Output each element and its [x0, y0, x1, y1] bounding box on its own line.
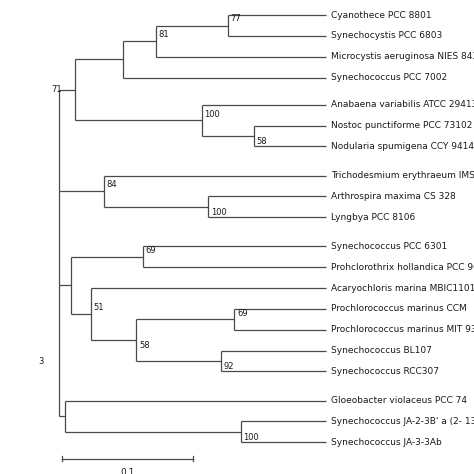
Text: 100: 100: [211, 208, 227, 217]
Text: 3: 3: [38, 357, 44, 366]
Text: 100: 100: [244, 433, 259, 442]
Text: Synechococcus BL107: Synechococcus BL107: [331, 346, 432, 355]
Text: Synechococcus PCC 7002: Synechococcus PCC 7002: [331, 73, 447, 82]
Text: Acaryochloris marina MBIC11017: Acaryochloris marina MBIC11017: [331, 283, 474, 292]
Text: 51: 51: [93, 303, 104, 312]
Text: 92: 92: [224, 362, 234, 371]
Text: Gloeobacter violaceus PCC 74: Gloeobacter violaceus PCC 74: [331, 396, 467, 405]
Text: 71: 71: [52, 85, 62, 94]
Text: 0.1: 0.1: [120, 467, 135, 474]
Text: Synechocystis PCC 6803: Synechocystis PCC 6803: [331, 31, 442, 40]
Text: Prochlorococcus marinus MIT 9313: Prochlorococcus marinus MIT 9313: [331, 325, 474, 334]
Text: Trichodesmium erythraeum IMS 101: Trichodesmium erythraeum IMS 101: [331, 171, 474, 180]
Text: 84: 84: [106, 181, 117, 190]
Text: 69: 69: [237, 309, 247, 318]
Text: Synechococcus PCC 6301: Synechococcus PCC 6301: [331, 242, 447, 251]
Text: 58: 58: [256, 137, 267, 146]
Text: Lyngbya PCC 8106: Lyngbya PCC 8106: [331, 213, 415, 222]
Text: 77: 77: [230, 14, 241, 23]
Text: 58: 58: [139, 341, 150, 350]
Text: Microcystis aeruginosa NIES 843: Microcystis aeruginosa NIES 843: [331, 52, 474, 61]
Text: Arthrospira maxima CS 328: Arthrospira maxima CS 328: [331, 192, 456, 201]
Text: Synechococcus JA-2-3B' a (2- 13): Synechococcus JA-2-3B' a (2- 13): [331, 417, 474, 426]
Text: Cyanothece PCC 8801: Cyanothece PCC 8801: [331, 10, 431, 19]
Text: Synechococcus RCC307: Synechococcus RCC307: [331, 367, 439, 376]
Text: Anabaena variabilis ATCC 29413: Anabaena variabilis ATCC 29413: [331, 100, 474, 109]
Text: 81: 81: [159, 30, 169, 39]
Text: Prohclorothrix hollandica PCC 9006: Prohclorothrix hollandica PCC 9006: [331, 263, 474, 272]
Text: 100: 100: [204, 109, 220, 118]
Text: Nostoc punctiforme PCC 73102: Nostoc punctiforme PCC 73102: [331, 121, 472, 130]
Text: Prochlorococcus marinus CCM: Prochlorococcus marinus CCM: [331, 304, 467, 313]
Text: 69: 69: [146, 246, 156, 255]
Text: Synechococcus JA-3-3Ab: Synechococcus JA-3-3Ab: [331, 438, 442, 447]
Text: Nodularia spumigena CCY 9414: Nodularia spumigena CCY 9414: [331, 142, 474, 151]
